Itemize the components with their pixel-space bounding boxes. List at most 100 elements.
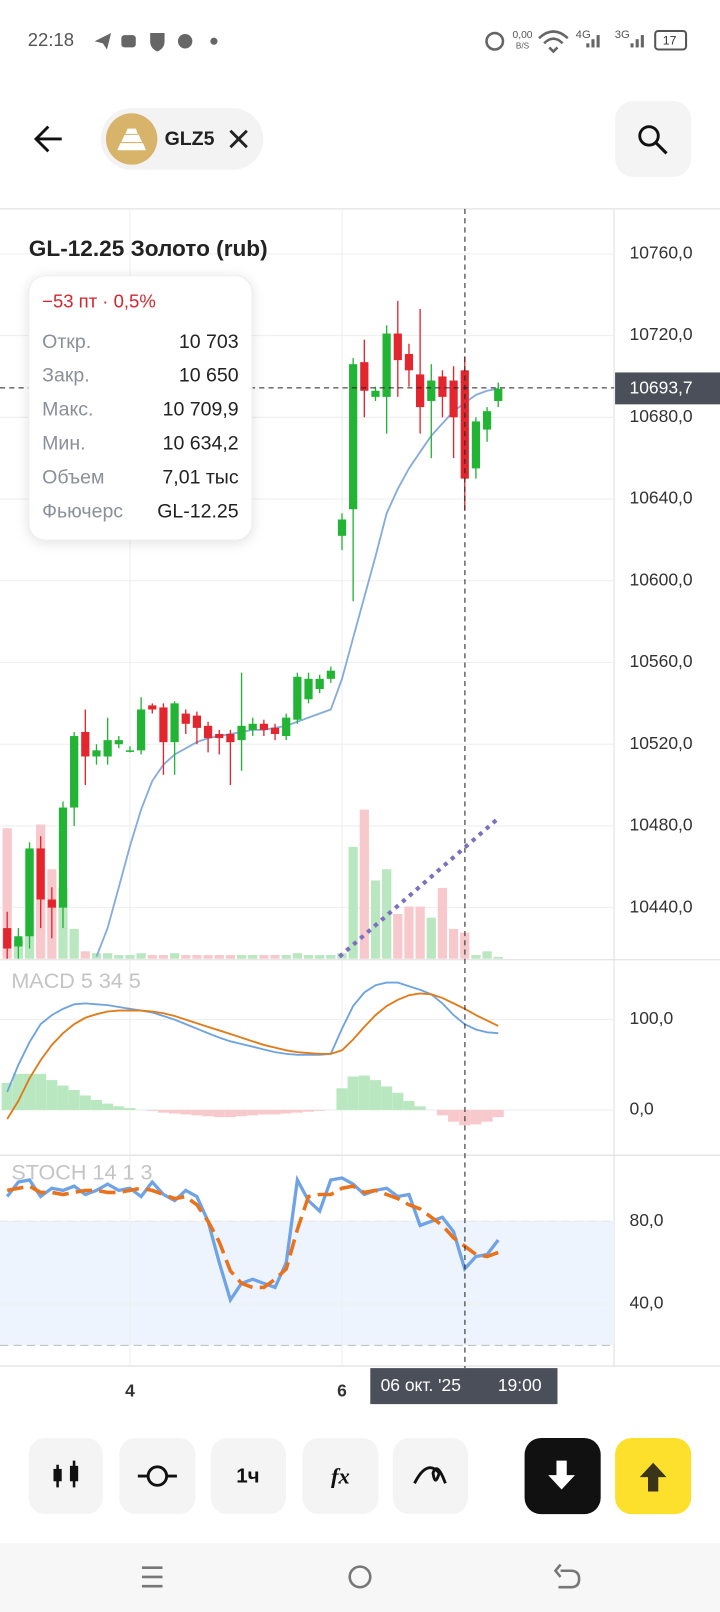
search-button[interactable] — [615, 100, 692, 178]
crosshair-time: 19:00 — [498, 1375, 542, 1395]
nav-home[interactable] — [348, 1565, 372, 1589]
macd-histogram — [12, 1073, 24, 1110]
candle-body — [237, 725, 246, 741]
nav-menu[interactable] — [141, 1566, 163, 1588]
candle-body — [226, 733, 235, 743]
candle-body — [270, 727, 280, 734]
y-tick-label: 10640,0 — [629, 488, 692, 508]
macd-histogram — [79, 1095, 91, 1110]
indicators-button[interactable] — [302, 1438, 379, 1515]
candle-body — [371, 390, 380, 397]
candle-body — [103, 740, 112, 757]
tooltip-box — [28, 275, 253, 541]
macd-line — [6, 981, 499, 1093]
nav-back[interactable] — [553, 1563, 581, 1589]
crosshair-date: 06 окт. '25 — [381, 1375, 461, 1395]
dot-icon — [210, 37, 218, 45]
drawing-button[interactable] — [119, 1438, 196, 1515]
macd-histogram — [280, 1109, 292, 1114]
candle-body — [427, 380, 436, 401]
candle-body — [304, 678, 313, 700]
net-speed: 0,00 — [513, 30, 533, 41]
candle-body — [14, 936, 23, 947]
volume-bar — [348, 846, 358, 959]
volume-bar — [404, 906, 414, 959]
candle-body — [58, 807, 68, 908]
trend-line — [338, 816, 501, 959]
candle-body — [248, 723, 257, 730]
candle-body — [393, 333, 402, 361]
tooltip-label: Фьючерс — [42, 500, 123, 522]
volume-bar — [236, 955, 247, 959]
tooltip-change: −53 пт · 0,5% — [42, 290, 156, 311]
macd-histogram — [180, 1109, 192, 1115]
macd-histogram — [102, 1103, 114, 1110]
volume-bar — [80, 951, 90, 959]
y-tick-label: 10560,0 — [629, 651, 692, 671]
signal-label: 4G — [576, 29, 591, 41]
stoch-k — [5, 1174, 500, 1304]
crosshair-price: 10693,7 — [629, 378, 692, 398]
android-icon — [121, 35, 136, 48]
tooltip: −53 пт · 0,5% Откр. 10 703 Закр. 10 650 Макс… — [28, 275, 253, 541]
candle-body — [181, 713, 190, 724]
candle-body — [404, 353, 414, 371]
chart-type-button[interactable] — [28, 1438, 103, 1515]
tooltip-value: 10 650 — [179, 365, 239, 387]
volume-bar — [482, 951, 492, 959]
tooltip-value: 10 634,2 — [163, 433, 239, 455]
macd-histogram — [46, 1080, 58, 1110]
macd-histogram — [213, 1109, 225, 1118]
macd-histogram — [191, 1109, 203, 1116]
back-button[interactable] — [33, 125, 62, 153]
volume-bar — [370, 880, 381, 959]
indicator-title: STOCH 14 1 3 — [11, 1159, 152, 1184]
macd-histogram — [35, 1073, 47, 1110]
tools-icon — [413, 1466, 447, 1484]
candle-body — [114, 740, 123, 745]
candle-body — [482, 411, 492, 430]
tooltip-label: Макс. — [42, 399, 93, 421]
macd-histogram — [291, 1109, 303, 1113]
volume-bar — [2, 828, 12, 959]
y-tick-label: 10720,0 — [629, 324, 692, 344]
macd-histogram — [68, 1090, 80, 1110]
candle-body — [203, 725, 213, 739]
candle-body — [337, 519, 347, 536]
candle-body — [3, 928, 12, 949]
tools-button[interactable] — [392, 1438, 468, 1515]
volume-bar — [203, 955, 213, 959]
volume-bar — [382, 869, 392, 959]
candle-body — [494, 388, 503, 401]
macd-histogram — [157, 1109, 169, 1113]
y-tick-label: 10440,0 — [629, 896, 692, 916]
candle-body — [137, 709, 146, 751]
macd-histogram — [392, 1092, 404, 1110]
volume-bar — [460, 932, 470, 959]
indicators: fx — [331, 1463, 350, 1488]
macd-histogram — [492, 1109, 504, 1118]
signal-label: 3G — [615, 29, 630, 41]
remove-ticker[interactable] — [229, 129, 248, 149]
volume-bar — [103, 953, 113, 959]
status-time: 22:18 — [28, 29, 74, 50]
macd-histogram — [414, 1106, 426, 1110]
alarm-icon — [485, 31, 505, 51]
volume-bar — [303, 955, 314, 959]
candle-body — [449, 380, 458, 418]
volume-bar — [359, 809, 369, 959]
interval-button[interactable] — [210, 1438, 286, 1515]
volume-bar — [114, 955, 124, 959]
candle-body — [326, 670, 335, 679]
crosshair-price-box — [615, 372, 720, 405]
candles-icon — [69, 1465, 79, 1482]
volume-bar — [281, 955, 291, 959]
crosshair-time-box — [370, 1368, 558, 1405]
macd-histogram — [202, 1109, 214, 1117]
shield-icon — [150, 33, 165, 52]
candle-body — [215, 733, 224, 739]
volume-bar — [270, 955, 280, 959]
sell-icon — [548, 1460, 575, 1490]
interval: 1ч — [236, 1465, 259, 1488]
